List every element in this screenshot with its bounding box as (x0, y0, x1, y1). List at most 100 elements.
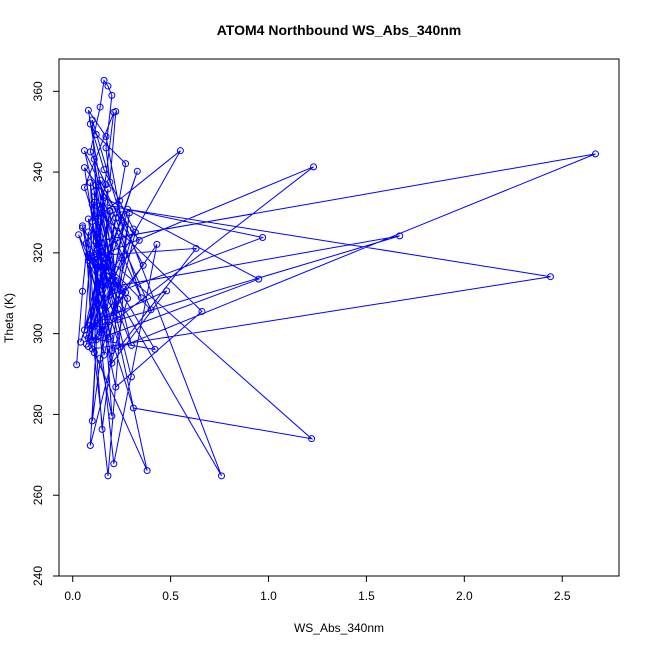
data-point (96, 103, 104, 111)
data-point (112, 283, 120, 291)
data-point (84, 215, 92, 223)
data-point (104, 82, 112, 90)
data-point (112, 214, 120, 222)
data-point (127, 341, 135, 349)
data-point (100, 76, 108, 84)
data-point (90, 187, 98, 195)
data-point (88, 201, 96, 209)
data-point (86, 179, 94, 187)
data-point (90, 155, 98, 163)
data-point (114, 316, 122, 324)
data-point (110, 460, 118, 468)
x-tick-label: 2.0 (456, 589, 473, 603)
data-point (112, 383, 120, 391)
x-axis-label: WS_Abs_340nm (294, 621, 384, 635)
data-point (90, 349, 98, 357)
data-point (546, 273, 554, 281)
data-point (106, 291, 114, 299)
data-point (90, 322, 98, 330)
x-tick-label: 1.5 (358, 589, 375, 603)
data-point (116, 343, 124, 351)
series-lines (76, 79, 596, 477)
data-point (218, 472, 226, 480)
data-point (88, 256, 96, 264)
data-point (127, 373, 135, 381)
data-point (192, 244, 200, 252)
data-point (308, 435, 316, 443)
x-tick-label: 2.5 (554, 589, 571, 603)
data-point (102, 133, 110, 141)
data-point (94, 241, 102, 249)
x-tick-label: 0.0 (64, 589, 81, 603)
data-point (92, 212, 100, 220)
data-point (82, 340, 90, 348)
y-tick-label: 300 (31, 323, 45, 343)
data-point (143, 467, 151, 475)
data-point (198, 307, 206, 315)
data-point (108, 359, 116, 367)
y-tick-label: 340 (31, 162, 45, 182)
data-point (94, 274, 102, 282)
data-point (153, 240, 161, 248)
y-axis-label: Theta (K) (2, 293, 16, 343)
data-point (80, 183, 88, 191)
y-axis: 240 260 280 300 320 340 360 (31, 81, 60, 586)
data-point (102, 144, 110, 152)
data-point (94, 302, 102, 310)
data-point (108, 347, 116, 355)
data-point (92, 296, 100, 304)
data-point (108, 91, 116, 99)
data-point (98, 208, 106, 216)
y-tick-label: 360 (31, 81, 45, 101)
data-point (98, 329, 106, 337)
y-tick-label: 240 (31, 566, 45, 586)
data-point (96, 176, 104, 184)
data-point (102, 309, 110, 317)
y-tick-label: 320 (31, 243, 45, 263)
data-point (104, 472, 112, 480)
data-point (151, 345, 159, 353)
data-point (137, 294, 145, 302)
data-point (106, 178, 114, 186)
data-point (125, 209, 133, 217)
data-point (147, 306, 155, 314)
series-points (73, 76, 600, 480)
data-point (139, 261, 147, 269)
data-point (108, 412, 116, 420)
data-point (78, 224, 86, 232)
data-point (112, 276, 120, 284)
data-point (102, 279, 110, 287)
data-point (94, 234, 102, 242)
data-point (133, 167, 141, 175)
data-point (114, 305, 122, 313)
data-point (94, 230, 102, 238)
data-point (104, 267, 112, 275)
data-point (92, 250, 100, 258)
data-point (106, 206, 114, 214)
x-tick-label: 0.5 (162, 589, 179, 603)
data-point (108, 268, 116, 276)
data-point (163, 287, 171, 295)
data-point (310, 163, 318, 171)
data-point (96, 354, 104, 362)
y-tick-label: 280 (31, 404, 45, 424)
data-point (84, 228, 92, 236)
data-point (100, 194, 108, 202)
data-point (98, 239, 106, 247)
data-point (78, 222, 86, 230)
data-point (80, 164, 88, 172)
data-point (73, 361, 81, 369)
data-point (259, 234, 267, 242)
data-point (176, 147, 184, 155)
y-tick-label: 260 (31, 485, 45, 505)
data-point (84, 106, 92, 114)
data-point (104, 185, 112, 193)
data-point (88, 116, 96, 124)
x-tick-label: 1.0 (260, 589, 277, 603)
data-point (86, 148, 94, 156)
data-point (82, 239, 90, 247)
data-point (112, 108, 120, 116)
series-line (76, 79, 596, 477)
data-point (124, 205, 132, 213)
